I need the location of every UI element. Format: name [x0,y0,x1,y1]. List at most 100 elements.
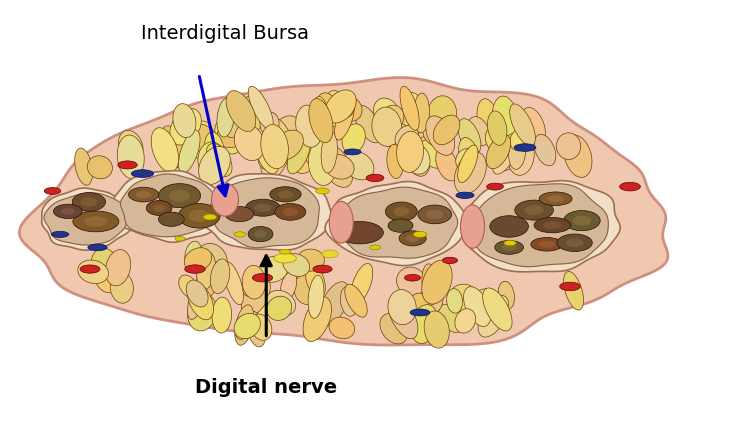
Ellipse shape [224,262,244,305]
Ellipse shape [380,313,408,344]
Ellipse shape [477,99,499,141]
Ellipse shape [509,137,526,169]
Ellipse shape [385,122,416,155]
Ellipse shape [211,183,238,216]
Ellipse shape [433,115,460,145]
Ellipse shape [173,104,196,138]
Ellipse shape [321,131,338,173]
Ellipse shape [322,250,338,258]
Ellipse shape [245,199,280,216]
Ellipse shape [190,121,214,160]
Ellipse shape [487,183,503,190]
Polygon shape [20,78,668,345]
Ellipse shape [226,102,246,138]
Ellipse shape [488,111,507,145]
Ellipse shape [278,191,293,198]
Ellipse shape [178,275,198,297]
Ellipse shape [316,188,329,194]
Ellipse shape [212,297,232,333]
Ellipse shape [259,256,288,282]
Ellipse shape [548,195,564,202]
Ellipse shape [573,216,591,226]
Ellipse shape [198,142,227,181]
Ellipse shape [254,204,272,212]
Polygon shape [326,181,466,266]
Ellipse shape [485,127,505,153]
Ellipse shape [531,237,562,251]
Ellipse shape [131,170,154,178]
Ellipse shape [372,107,402,146]
Ellipse shape [464,287,490,326]
Ellipse shape [411,305,438,343]
Ellipse shape [388,289,416,325]
Ellipse shape [456,148,479,173]
Ellipse shape [199,146,230,184]
Ellipse shape [153,204,166,212]
Ellipse shape [287,135,310,174]
Ellipse shape [294,274,320,305]
Ellipse shape [400,86,419,130]
Ellipse shape [543,221,562,229]
Ellipse shape [184,241,202,269]
Ellipse shape [404,136,430,176]
Ellipse shape [374,98,400,130]
Ellipse shape [80,265,100,273]
Ellipse shape [308,141,337,185]
Ellipse shape [196,252,216,290]
Polygon shape [336,187,458,258]
Ellipse shape [394,207,410,216]
Ellipse shape [84,216,107,227]
Ellipse shape [320,282,349,326]
Ellipse shape [397,131,424,172]
Ellipse shape [248,293,274,317]
Ellipse shape [53,204,82,218]
Ellipse shape [413,231,427,237]
Ellipse shape [186,280,208,307]
Ellipse shape [422,260,452,304]
Ellipse shape [493,133,520,174]
Ellipse shape [274,204,306,220]
Ellipse shape [325,90,356,123]
Ellipse shape [502,244,516,251]
Ellipse shape [267,296,292,320]
Ellipse shape [214,118,242,154]
Ellipse shape [490,216,529,237]
Ellipse shape [303,297,332,342]
Ellipse shape [458,118,481,154]
Polygon shape [210,178,320,248]
Ellipse shape [94,263,118,293]
Ellipse shape [514,144,536,151]
Ellipse shape [325,90,346,127]
Ellipse shape [51,231,69,237]
Ellipse shape [178,204,220,228]
Ellipse shape [500,119,526,159]
Ellipse shape [248,86,273,130]
Ellipse shape [446,289,463,313]
Ellipse shape [345,284,368,317]
Ellipse shape [226,91,256,132]
Ellipse shape [344,151,374,180]
Ellipse shape [556,133,580,159]
Ellipse shape [423,122,442,145]
Ellipse shape [456,192,474,198]
Polygon shape [112,171,226,242]
Ellipse shape [234,232,246,237]
Ellipse shape [386,202,417,221]
Ellipse shape [510,104,536,146]
Ellipse shape [152,128,178,172]
Ellipse shape [560,282,580,291]
Ellipse shape [118,161,137,169]
Ellipse shape [388,296,418,339]
Ellipse shape [188,282,214,320]
Ellipse shape [293,149,316,174]
Ellipse shape [189,210,210,222]
Ellipse shape [110,272,134,303]
Ellipse shape [175,237,185,241]
Ellipse shape [563,271,584,310]
Ellipse shape [261,125,289,169]
Ellipse shape [184,265,206,273]
Ellipse shape [344,149,361,155]
Ellipse shape [566,238,584,247]
Ellipse shape [72,193,106,211]
Ellipse shape [492,96,517,139]
